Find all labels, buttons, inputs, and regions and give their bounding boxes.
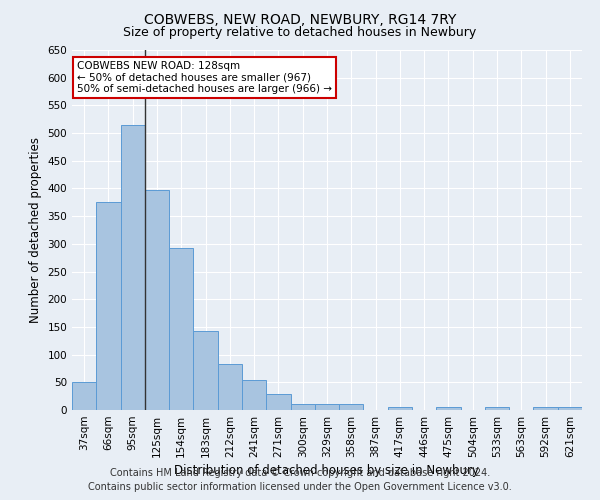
Bar: [558, 407, 582, 410]
Bar: [339, 404, 364, 410]
Bar: [121, 125, 145, 410]
Bar: [96, 202, 121, 410]
Text: Size of property relative to detached houses in Newbury: Size of property relative to detached ho…: [124, 26, 476, 39]
Bar: [145, 190, 169, 410]
Bar: [388, 407, 412, 410]
Bar: [72, 382, 96, 410]
Bar: [533, 407, 558, 410]
Bar: [315, 404, 339, 410]
Bar: [242, 380, 266, 410]
X-axis label: Distribution of detached houses by size in Newbury: Distribution of detached houses by size …: [175, 464, 479, 477]
Text: COBWEBS NEW ROAD: 128sqm
← 50% of detached houses are smaller (967)
50% of semi-: COBWEBS NEW ROAD: 128sqm ← 50% of detach…: [77, 61, 332, 94]
Bar: [169, 248, 193, 410]
Bar: [436, 407, 461, 410]
Bar: [266, 394, 290, 410]
Text: Contains HM Land Registry data © Crown copyright and database right 2024.
Contai: Contains HM Land Registry data © Crown c…: [88, 468, 512, 492]
Bar: [290, 404, 315, 410]
Bar: [218, 364, 242, 410]
Y-axis label: Number of detached properties: Number of detached properties: [29, 137, 42, 323]
Bar: [193, 331, 218, 410]
Bar: [485, 407, 509, 410]
Text: COBWEBS, NEW ROAD, NEWBURY, RG14 7RY: COBWEBS, NEW ROAD, NEWBURY, RG14 7RY: [144, 12, 456, 26]
